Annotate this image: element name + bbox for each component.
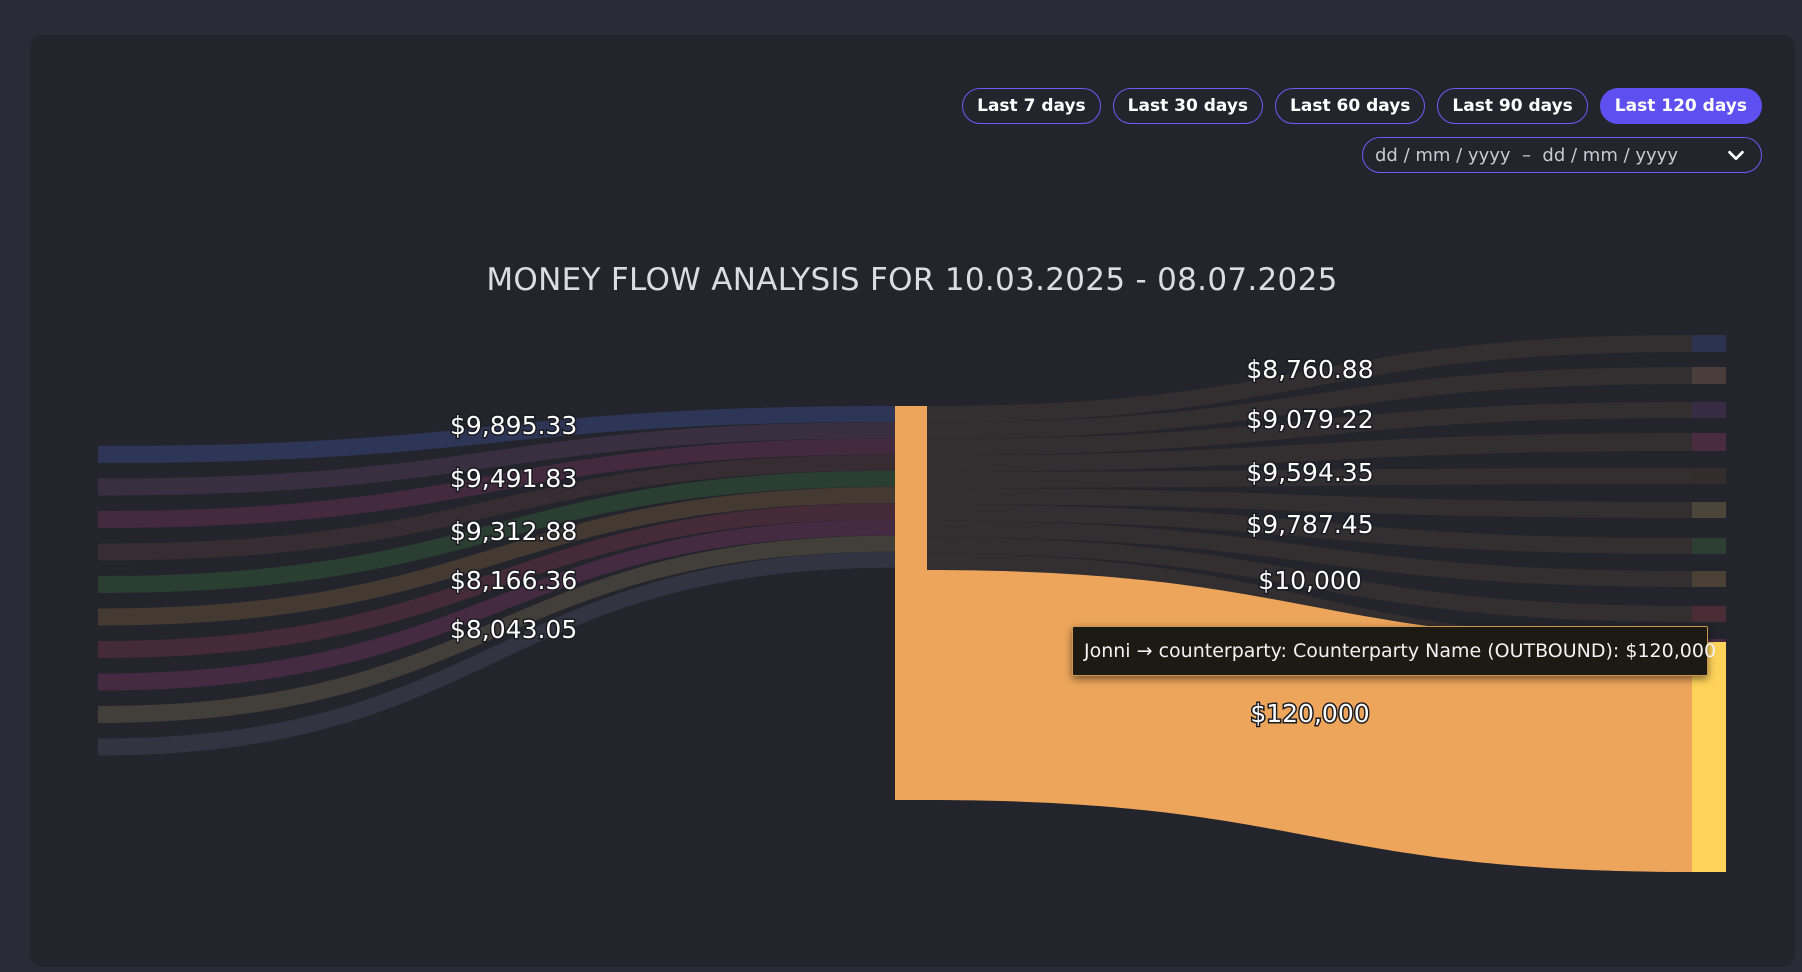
date-range-text: dd / mm / yyyy – dd / mm / yyyy — [1375, 144, 1678, 166]
inbound-flow-4 — [98, 470, 895, 593]
center-node — [895, 406, 927, 800]
inbound-flow-6 — [98, 503, 895, 658]
inbound-value-label: $9,491.83 — [450, 464, 577, 493]
outbound-node-5 — [1692, 502, 1726, 518]
range-button-60-days[interactable]: Last 60 days — [1275, 88, 1426, 124]
outbound-node-3 — [1692, 433, 1726, 451]
inbound-value-label: $9,312.88 — [450, 517, 577, 546]
outbound-node-8 — [1692, 606, 1726, 622]
outbound-value-label: $10,000 — [1258, 566, 1361, 595]
range-button-group: Last 7 days Last 30 days Last 60 days La… — [962, 88, 1762, 124]
inbound-value-label: $8,166.36 — [450, 566, 577, 595]
range-button-90-days[interactable]: Last 90 days — [1437, 88, 1588, 124]
outbound-node-4 — [1692, 468, 1726, 484]
inbound-flow-7 — [98, 519, 895, 691]
inbound-value-label: $9,895.33 — [450, 411, 577, 440]
outbound-node-6 — [1692, 538, 1726, 554]
outbound-flow-8 — [927, 537, 1692, 622]
outbound-node-0 — [1692, 335, 1726, 352]
outbound-value-label: $9,594.35 — [1246, 458, 1373, 487]
inbound-flow-3 — [98, 454, 895, 561]
range-button-120-days[interactable]: Last 120 days — [1599, 88, 1762, 124]
inbound-flow-8 — [98, 535, 895, 723]
range-button-30-days[interactable]: Last 30 days — [1112, 88, 1264, 124]
outbound-flow-6 — [927, 504, 1692, 554]
outbound-flow-2 — [927, 402, 1692, 456]
outbound-value-label: $120,000 — [1250, 699, 1369, 728]
outbound-node-10 — [1692, 642, 1726, 872]
inbound-flow-5 — [98, 487, 895, 626]
outbound-value-label: $9,079.22 — [1246, 405, 1373, 434]
inbound-flow-9 — [98, 551, 895, 756]
inbound-flow-0 — [98, 406, 895, 463]
outbound-flow-4 — [927, 468, 1692, 488]
outbound-flow-7 — [927, 520, 1692, 587]
date-range-picker[interactable]: dd / mm / yyyy – dd / mm / yyyy — [1362, 137, 1762, 173]
outbound-value-label: $8,760.88 — [1246, 355, 1373, 384]
outbound-flow-0 — [927, 335, 1692, 423]
range-button-7-days[interactable]: Last 7 days — [962, 88, 1101, 124]
outbound-flow-1 — [927, 367, 1692, 439]
outbound-node-1 — [1692, 367, 1726, 384]
outbound-value-label: $9,787.45 — [1246, 510, 1373, 539]
outbound-node-2 — [1692, 402, 1726, 418]
outbound-node-7 — [1692, 571, 1726, 587]
inbound-flow-2 — [98, 438, 895, 528]
chart-title: MONEY FLOW ANALYSIS FOR 10.03.2025 - 08.… — [486, 262, 1338, 298]
chevron-down-icon[interactable] — [1725, 144, 1747, 166]
outbound-flow-3 — [927, 433, 1692, 472]
inbound-flow-1 — [98, 422, 895, 496]
flow-tooltip: Jonni → counterparty: Counterparty Name … — [1072, 626, 1716, 676]
inbound-value-label: $8,043.05 — [450, 615, 577, 644]
outbound-flow-5 — [927, 488, 1692, 518]
